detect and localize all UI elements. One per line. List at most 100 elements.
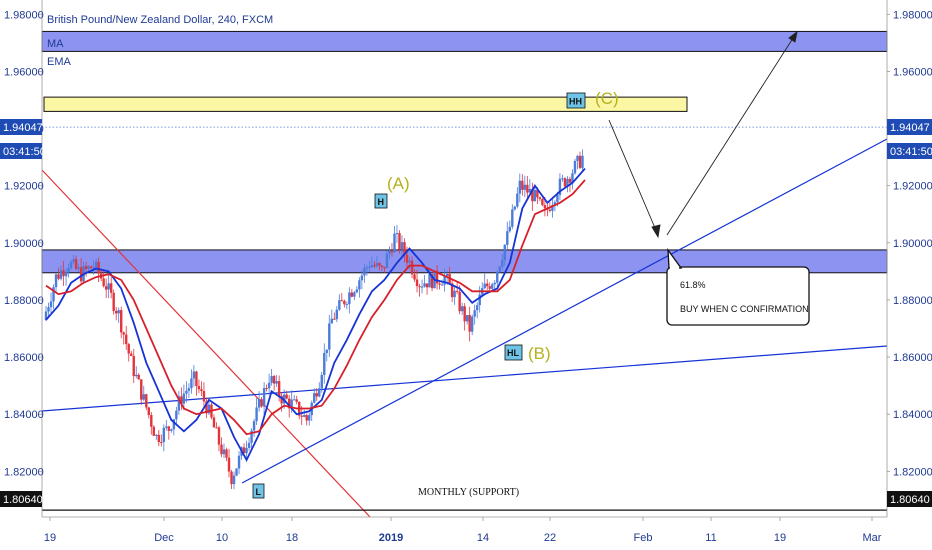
x-tick-label: Mar — [863, 532, 882, 544]
candle-body — [167, 426, 171, 431]
candle-body — [523, 184, 527, 190]
candle-body — [531, 188, 534, 202]
y-tick-label: 1.84000 — [4, 409, 44, 421]
candle-body — [250, 430, 253, 443]
candle-body — [217, 427, 221, 445]
candle-body — [59, 270, 63, 279]
candle-body — [195, 371, 198, 387]
candle-body — [363, 267, 366, 276]
y-tick-label: 1.98000 — [4, 9, 44, 21]
candle-body — [561, 178, 564, 180]
x-tick-label: 22 — [544, 532, 556, 544]
candle-body — [571, 173, 574, 183]
candle-body — [44, 311, 48, 320]
candle-body — [287, 398, 291, 409]
candle-body — [343, 300, 346, 305]
candle-body — [290, 399, 293, 409]
candle-body — [205, 401, 208, 414]
candle-body — [137, 374, 140, 380]
candle-body — [165, 426, 168, 428]
candle-body — [220, 444, 223, 455]
candle-body — [553, 202, 557, 206]
projection-up-leg — [666, 34, 796, 236]
candle-body — [177, 396, 181, 411]
candle-body — [538, 197, 542, 200]
candle-body — [450, 283, 454, 298]
candle-body — [470, 316, 474, 332]
candle-body — [498, 266, 501, 272]
candle-body — [488, 286, 491, 289]
y-tick-label: 1.90000 — [893, 238, 932, 250]
candle-body — [72, 259, 75, 263]
candle-body — [400, 242, 404, 250]
candle-body — [403, 242, 406, 255]
right-price-axis[interactable]: 1.980001.960001.940001.920001.900001.880… — [886, 0, 932, 517]
candle-body — [112, 292, 115, 311]
candle-body — [185, 390, 188, 394]
candle-body — [410, 260, 414, 275]
moving-average-lines — [45, 167, 586, 462]
candle-body — [260, 399, 263, 407]
candle-body — [272, 376, 276, 384]
y-tick-label: 1.98000 — [893, 9, 932, 21]
candle-body — [152, 426, 155, 436]
candle-body — [215, 427, 218, 429]
candle-body — [395, 233, 399, 235]
candle-body — [408, 260, 411, 263]
candle-body — [262, 388, 266, 407]
candle-body — [280, 395, 283, 404]
current-price-badge-left: 1.94047 — [0, 119, 43, 135]
candle-body — [350, 292, 354, 297]
projection-path — [608, 30, 798, 239]
candle-body — [270, 376, 273, 383]
candle-body — [74, 259, 78, 269]
candle-body — [202, 391, 206, 402]
left-price-axis[interactable]: 1.980001.960001.940001.920001.900001.880… — [4, 0, 44, 517]
candle-body — [225, 449, 228, 458]
candle-body — [423, 283, 426, 287]
candle-body — [267, 382, 271, 389]
candle-body — [147, 407, 150, 415]
candle-body — [265, 388, 268, 390]
candle-body — [170, 429, 173, 431]
candle-body — [175, 410, 178, 420]
candle-body — [413, 274, 416, 280]
indicator-ma[interactable]: MA — [47, 38, 64, 50]
buy-instruction-text: BUY WHEN C CONFIRMATION — [680, 304, 809, 314]
y-tick-label: 1.96000 — [893, 66, 932, 78]
time-axis[interactable]: 19 Dec 10 18 2019 14 22 Feb 11 19 Mar — [42, 516, 887, 544]
svg-text:1.80640: 1.80640 — [3, 494, 43, 506]
y-tick-label: 1.84000 — [893, 409, 932, 421]
candle-body — [476, 305, 479, 311]
candle-body — [247, 442, 251, 448]
candle-body — [428, 274, 431, 288]
candle-body — [478, 294, 481, 306]
indicator-ema[interactable]: EMA — [47, 56, 72, 68]
x-tick-label: 18 — [286, 532, 298, 544]
candle-body — [458, 291, 461, 312]
candle-body — [104, 286, 108, 290]
candle-body — [468, 315, 471, 332]
candle-body — [453, 290, 456, 298]
candle-body — [117, 310, 120, 314]
ma-line — [45, 167, 586, 462]
svg-text:1.94047: 1.94047 — [890, 122, 930, 134]
x-tick-label: 14 — [477, 532, 489, 544]
candle-body — [521, 180, 524, 190]
candle-body — [62, 270, 65, 277]
candle-body — [536, 189, 539, 198]
candle-body — [358, 280, 361, 290]
candle-body — [506, 231, 509, 245]
tag-hh: HH — [566, 92, 586, 109]
candle-body — [328, 323, 331, 350]
candle-body — [107, 283, 110, 290]
candle-body — [245, 447, 248, 454]
projection-down-leg — [608, 119, 659, 236]
candle-body — [405, 254, 409, 263]
countdown-badge-left: 03:41:50 — [0, 143, 46, 159]
candle-body — [102, 278, 105, 287]
candle-body — [516, 193, 519, 207]
y-tick-label: 1.82000 — [4, 466, 44, 478]
candle-body — [581, 155, 584, 168]
